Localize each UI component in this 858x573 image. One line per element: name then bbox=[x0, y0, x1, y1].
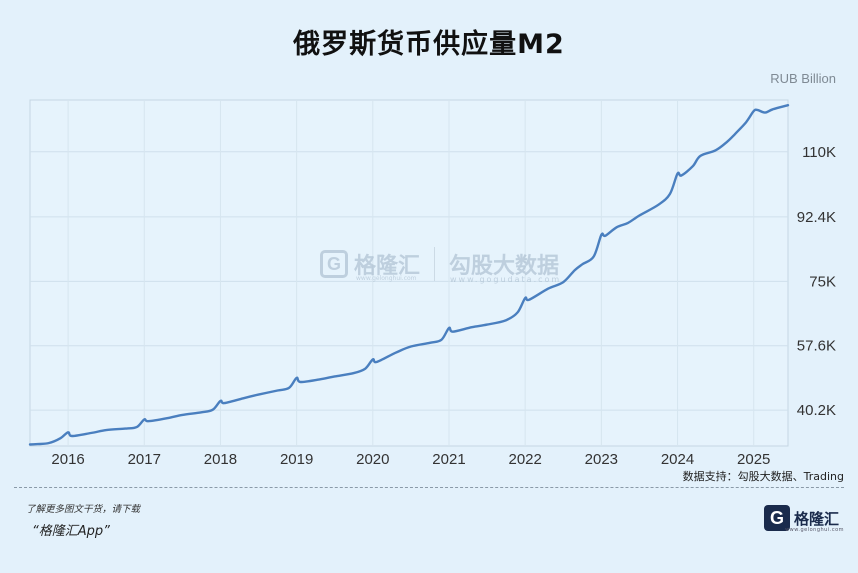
x-tick-label: 2017 bbox=[128, 451, 161, 468]
plot-area bbox=[29, 99, 789, 447]
series-line bbox=[28, 104, 790, 446]
brand-name: 格隆汇 bbox=[794, 509, 840, 528]
watermark-name-2: 勾股大数据 bbox=[449, 254, 560, 279]
x-tick-label: 2024 bbox=[661, 451, 694, 468]
y-tick-label: 57.6K bbox=[797, 338, 836, 355]
y-tick-label: 92.4K bbox=[797, 209, 836, 226]
brand-logo-icon: G bbox=[764, 505, 790, 531]
y-tick-label: 110K bbox=[802, 144, 836, 161]
x-tick-label: 2019 bbox=[280, 451, 313, 468]
watermark-logo-icon: G bbox=[320, 250, 348, 278]
watermark: G 格隆汇 勾股大数据 www.gelonghui.com www.goguda… bbox=[320, 247, 562, 284]
x-tick-label: 2020 bbox=[356, 451, 389, 468]
watermark-separator bbox=[434, 247, 436, 281]
chart-svg: 2016 2017 2018 2019 2020 2021 2022 2023 2024 2025… bbox=[28, 99, 836, 468]
x-tick-label: 2018 bbox=[204, 451, 237, 468]
x-tick-label: 2021 bbox=[432, 451, 465, 468]
y-tick-label: 40.2K bbox=[797, 402, 836, 419]
unit-label: RUB Billion bbox=[770, 71, 836, 86]
watermark-url: www.gelonghui.com bbox=[356, 275, 417, 282]
brand: G 格隆汇 www.gelonghui.com bbox=[764, 503, 844, 533]
data-source: 数据支持：勾股大数据、Trading bbox=[682, 470, 844, 483]
watermark-name: 格隆汇 bbox=[354, 254, 421, 279]
footer-app-name: “格隆汇App” bbox=[32, 524, 110, 539]
x-tick-label: 2016 bbox=[51, 451, 84, 468]
chart-title: 俄罗斯货币供应量M2 bbox=[293, 29, 565, 60]
footer-note: 了解更多图文干货，请下载 bbox=[26, 504, 141, 515]
x-tick-label: 2023 bbox=[585, 451, 618, 468]
watermark-url-2: www.gogudata.com bbox=[450, 275, 562, 284]
x-tick-label: 2025 bbox=[737, 451, 770, 468]
brand-url: www.gelonghui.com bbox=[785, 527, 844, 533]
x-tick-label: 2022 bbox=[508, 451, 541, 468]
y-tick-label: 75K bbox=[809, 273, 836, 290]
footer-divider bbox=[14, 487, 844, 488]
